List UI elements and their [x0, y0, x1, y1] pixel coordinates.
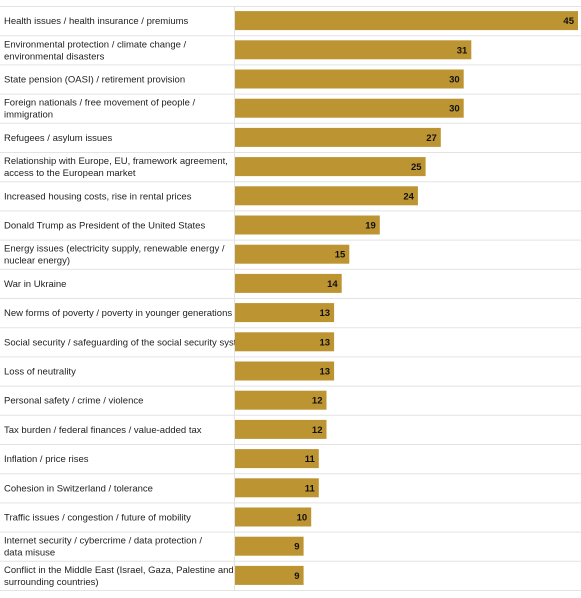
- category-label: Refugees / asylum issues: [4, 133, 112, 144]
- category-label: Donald Trump as President of the United …: [4, 221, 205, 232]
- value-label: 12: [312, 425, 323, 436]
- category-label: Traffic issues / congestion / future of …: [4, 513, 191, 524]
- value-label: 11: [305, 454, 316, 465]
- value-label: 19: [365, 221, 376, 232]
- value-label: 25: [411, 162, 422, 173]
- bar: [235, 69, 464, 89]
- category-label: Tax burden / federal finances / value-ad…: [4, 425, 202, 436]
- bar: [235, 361, 335, 381]
- category-label: Conflict in the Middle East (Israel, Gaz…: [4, 565, 234, 588]
- value-label: 14: [327, 279, 338, 290]
- value-label: 45: [563, 16, 574, 27]
- value-label: 15: [335, 250, 346, 261]
- category-label: Loss of neutrality: [4, 367, 76, 378]
- bar: [235, 244, 350, 264]
- category-label: New forms of poverty / poverty in younge…: [4, 308, 232, 319]
- value-label: 11: [305, 483, 316, 494]
- category-label: Increased housing costs, rise in rental …: [4, 191, 192, 202]
- category-label: War in Ukraine: [4, 279, 66, 290]
- bar: [235, 11, 578, 31]
- category-label: Relationship with Europe, EU, framework …: [4, 156, 228, 179]
- category-label: Energy issues (electricity supply, renew…: [4, 244, 225, 267]
- category-label: Personal safety / crime / violence: [4, 396, 143, 407]
- bar: [235, 565, 304, 585]
- bar: [235, 215, 380, 235]
- category-label: State pension (OASI) / retirement provis…: [4, 75, 185, 86]
- value-label: 27: [426, 133, 437, 144]
- category-label: Inflation / price rises: [4, 454, 89, 465]
- value-label: 9: [294, 542, 299, 553]
- bar: [235, 536, 304, 556]
- bar: [235, 449, 319, 469]
- bar: [235, 40, 472, 60]
- bar: [235, 390, 327, 410]
- bar: [235, 273, 342, 293]
- value-label: 13: [320, 367, 331, 378]
- category-label: Health issues / health insurance / premi…: [4, 16, 189, 27]
- category-label: Environmental protection / climate chang…: [4, 39, 187, 62]
- category-label: Social security / safeguarding of the so…: [4, 337, 250, 348]
- bar: [235, 478, 319, 498]
- value-label: 24: [403, 191, 414, 202]
- value-label: 9: [294, 571, 299, 582]
- bar: [235, 303, 335, 323]
- bar: [235, 186, 418, 206]
- value-label: 12: [312, 396, 323, 407]
- value-label: 30: [449, 104, 460, 115]
- category-label: Internet security / cybercrime / data pr…: [4, 536, 202, 559]
- category-label: Foreign nationals / free movement of peo…: [4, 98, 196, 121]
- value-label: 13: [320, 337, 331, 348]
- bar: [235, 507, 312, 527]
- value-label: 10: [297, 513, 308, 524]
- bar: [235, 332, 335, 352]
- value-label: 13: [320, 308, 331, 319]
- value-label: 30: [449, 75, 460, 86]
- bar: [235, 157, 426, 177]
- bar: [235, 419, 327, 439]
- bar: [235, 98, 464, 118]
- value-label: 31: [457, 45, 468, 56]
- category-label: Cohesion in Switzerland / tolerance: [4, 483, 153, 494]
- bar: [235, 127, 441, 147]
